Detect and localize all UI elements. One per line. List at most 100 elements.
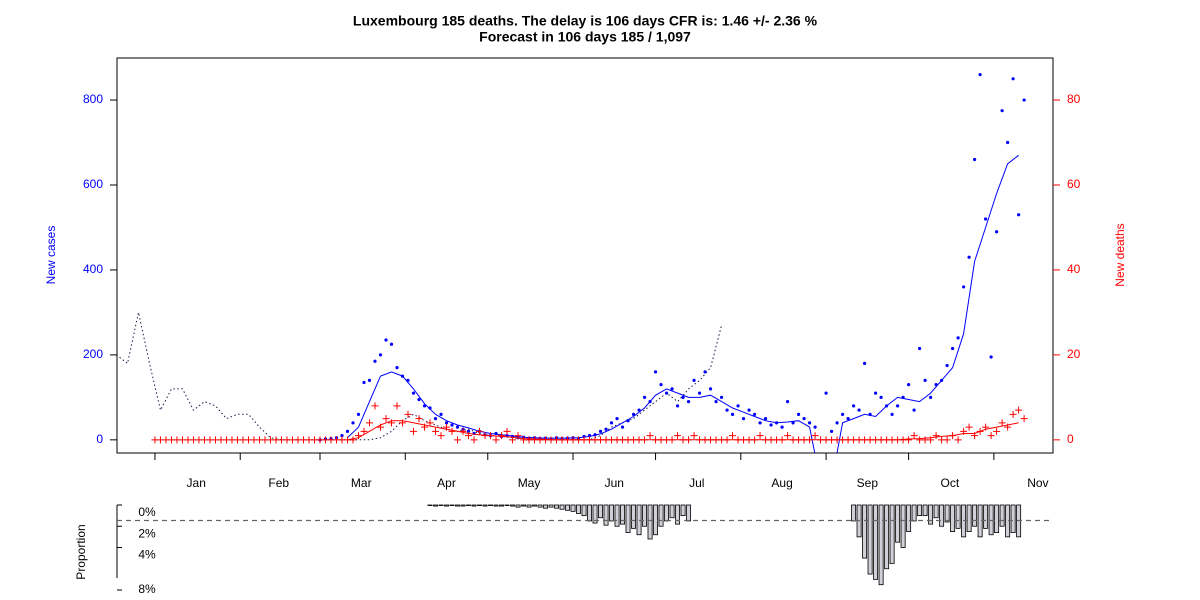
case-point [973,157,977,162]
proportion-bar [598,504,604,519]
case-point [675,404,680,408]
proportion-bar [532,504,537,507]
death-marker [410,427,418,435]
case-point [1022,98,1026,102]
case-point [978,72,982,77]
case-point [741,416,746,421]
death-marker [448,427,456,435]
case-point [846,416,850,421]
proportion-bar [933,504,939,519]
case-point [962,285,966,289]
case-point [824,391,828,395]
death-marker [492,436,500,444]
case-point [769,423,773,427]
case-point [378,353,383,357]
death-marker [404,410,412,418]
case-point [951,346,955,351]
death-marker [371,402,379,410]
case-point [945,363,949,368]
case-point [895,404,900,408]
death-marker [432,427,440,435]
proportion-bar [482,504,488,507]
proportion-bar [455,504,460,507]
death-marker [756,432,764,440]
proportion-bar [636,504,642,536]
chart-title: Luxembourg 185 deaths. The delay is 106 … [353,13,818,29]
x-tick-label: Aug [771,476,792,490]
y2-tick-label: 60 [1067,177,1081,191]
proportion-bar [488,504,493,506]
death-marker [426,419,434,427]
death-marker [965,423,973,431]
proportion-bar [911,504,917,522]
proportion-bar [466,504,471,506]
proportion-bar [873,504,879,580]
proportion-bar [625,504,631,534]
death-marker [1020,415,1028,423]
y-tick-label: 400 [83,262,103,276]
case-point [697,391,702,395]
case-point [967,255,971,259]
proportion-bar [444,504,449,507]
case-point [929,395,933,399]
proportion-bar [900,504,906,548]
y2-tick-label: 0 [1067,432,1074,446]
case-point [642,395,647,399]
proportion-bar [620,504,626,525]
proportion-bar [581,504,587,517]
proportion-bar [889,504,895,564]
case-point [835,421,839,425]
case-point [373,359,377,363]
death-marker [503,427,511,435]
case-point [362,380,366,385]
case-point [730,412,735,416]
case-point [813,425,817,429]
case-point [796,412,801,416]
case-point [615,416,619,421]
death-marker [459,427,467,435]
proportion-bar [587,504,593,522]
death-marker [998,419,1006,427]
case-point [912,408,916,412]
case-point [444,421,449,425]
death-marker [1015,406,1023,414]
case-point [367,378,372,382]
death-marker [1009,410,1017,418]
death-marker [382,415,390,423]
proportion-bar [554,504,559,509]
case-point [719,395,724,399]
smoothed-line [347,154,1019,453]
case-point [785,400,790,404]
case-point [906,383,911,387]
proportion-bar [614,504,620,527]
proportion-bar [878,504,884,586]
case-point [1011,77,1015,81]
death-marker [674,432,682,440]
x-tick-label: Sep [857,476,879,490]
death-marker [415,415,423,423]
proportion-bar [559,504,565,510]
proportion-bar [433,504,438,507]
proportion-bar [675,504,681,525]
death-marker [690,432,698,440]
proportion-bar [603,504,609,526]
death-marker [437,432,445,440]
case-point [340,433,344,438]
case-point [670,387,674,391]
case-point [389,342,394,346]
proportion-tick-label: 2% [138,526,156,540]
case-point [862,361,867,365]
proportion-bar [983,504,989,529]
proportion-bar [471,504,477,507]
case-point [725,408,729,412]
case-point [752,412,757,416]
proportion-bar [570,504,576,512]
proportion-bar [988,504,994,536]
proportion-bar [438,504,444,506]
case-point [736,404,740,408]
proportion-bar [609,504,615,522]
case-point [439,412,443,416]
proportion-bar [642,504,648,527]
death-marker [954,436,962,444]
death-marker [932,432,940,440]
